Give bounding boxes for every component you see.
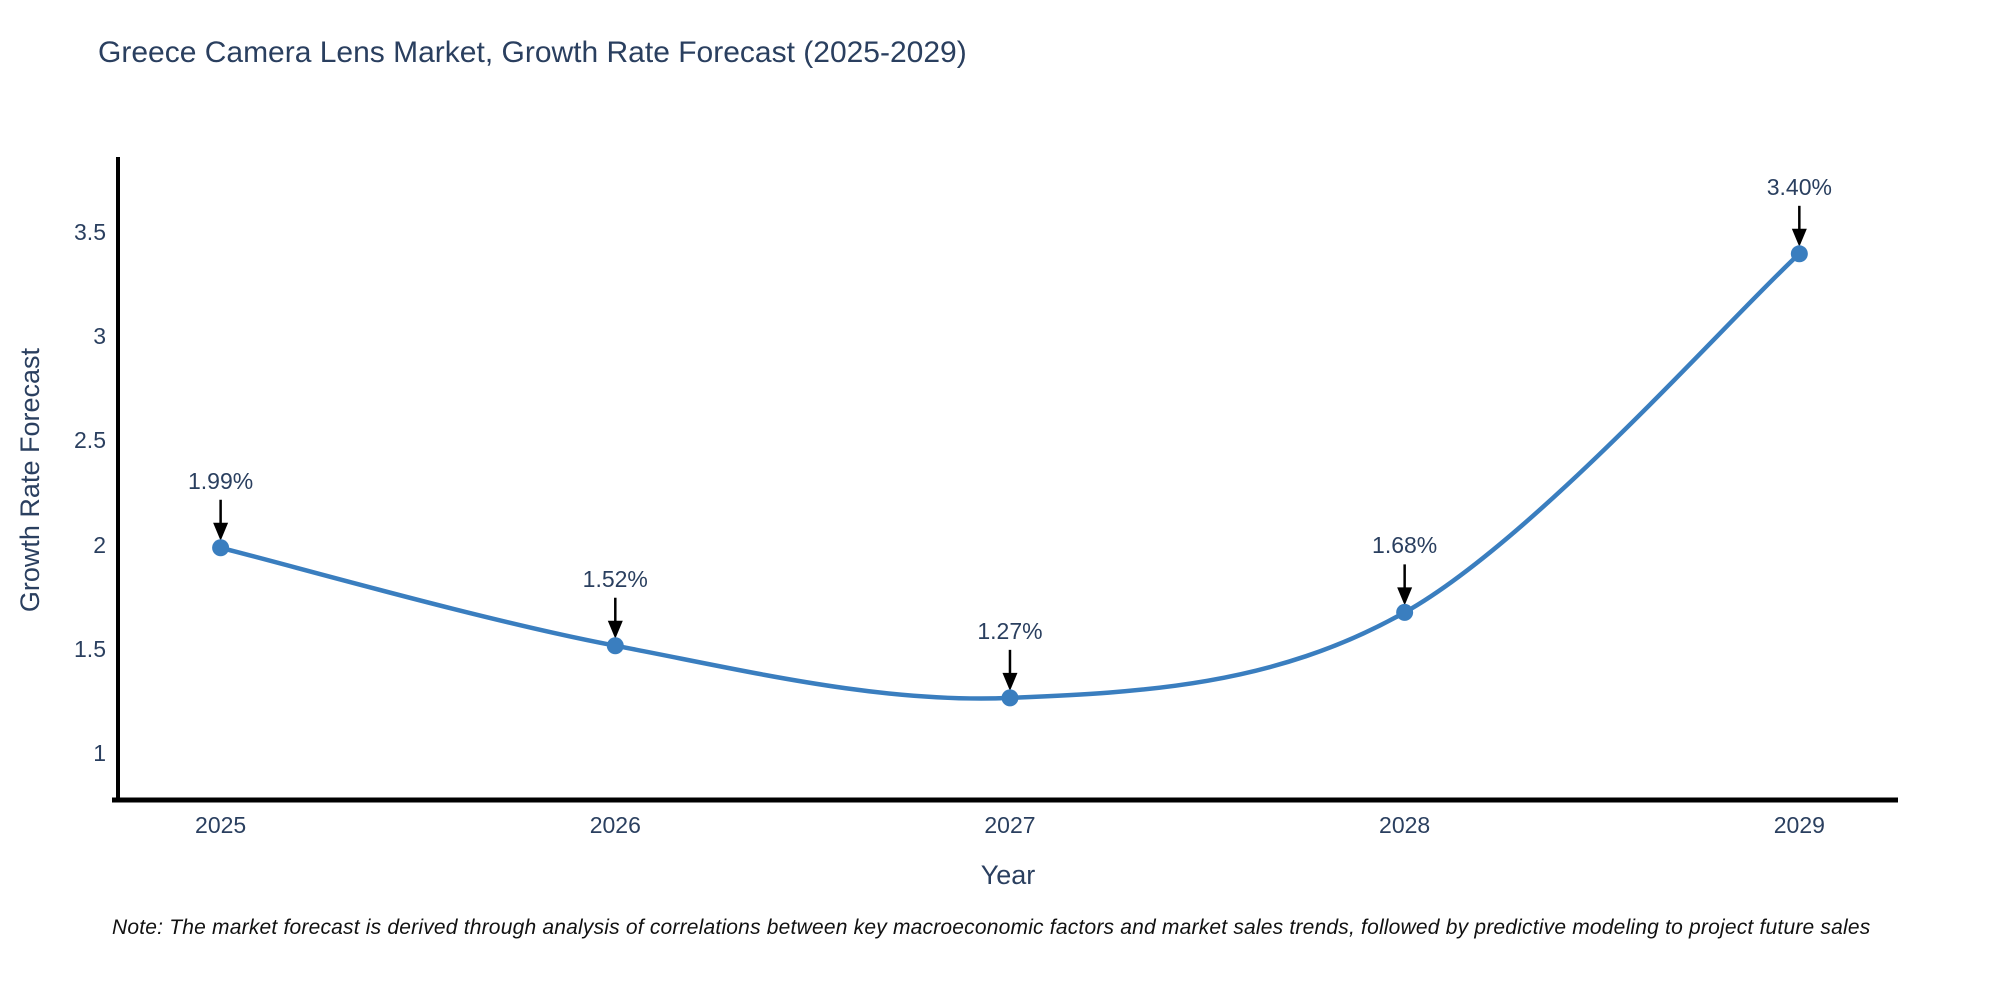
y-tick-label: 3.5 <box>74 218 106 245</box>
x-axis-title: Year <box>980 860 1036 890</box>
point-annotation: 1.27% <box>977 617 1043 644</box>
y-tick-label: 3 <box>93 323 106 350</box>
x-tick-label: 2026 <box>589 812 641 838</box>
x-tick-label: 2028 <box>1379 812 1431 838</box>
data-point-marker <box>606 637 624 655</box>
annotation-arrowhead-icon <box>213 522 229 541</box>
y-tick-label: 2 <box>93 531 106 558</box>
annotation-arrowhead-icon <box>1397 587 1413 606</box>
data-point-marker <box>1396 603 1414 621</box>
data-point-marker <box>1790 245 1808 263</box>
point-annotation: 1.68% <box>1372 532 1438 559</box>
footnote: Note: The market forecast is derived thr… <box>112 916 1871 939</box>
y-tick-label: 1 <box>93 740 106 767</box>
annotation-arrowhead-icon <box>1002 672 1018 691</box>
point-annotation: 1.99% <box>188 467 254 494</box>
y-tick-label: 2.5 <box>74 427 106 454</box>
forecast-line <box>218 251 1802 701</box>
annotation-arrowhead-icon <box>607 620 623 639</box>
point-annotation: 3.40% <box>1766 173 1832 200</box>
x-tick-label: 2029 <box>1773 812 1825 838</box>
y-tick-label: 1.5 <box>74 635 106 662</box>
x-tick-label: 2027 <box>984 812 1036 838</box>
data-point-marker <box>1001 689 1019 707</box>
annotation-arrowhead-icon <box>1791 228 1807 247</box>
point-annotation: 1.52% <box>582 565 648 592</box>
x-tick-label: 2025 <box>195 812 247 838</box>
chart-title: Greece Camera Lens Market, Growth Rate F… <box>98 36 967 69</box>
data-point-marker <box>212 539 230 557</box>
